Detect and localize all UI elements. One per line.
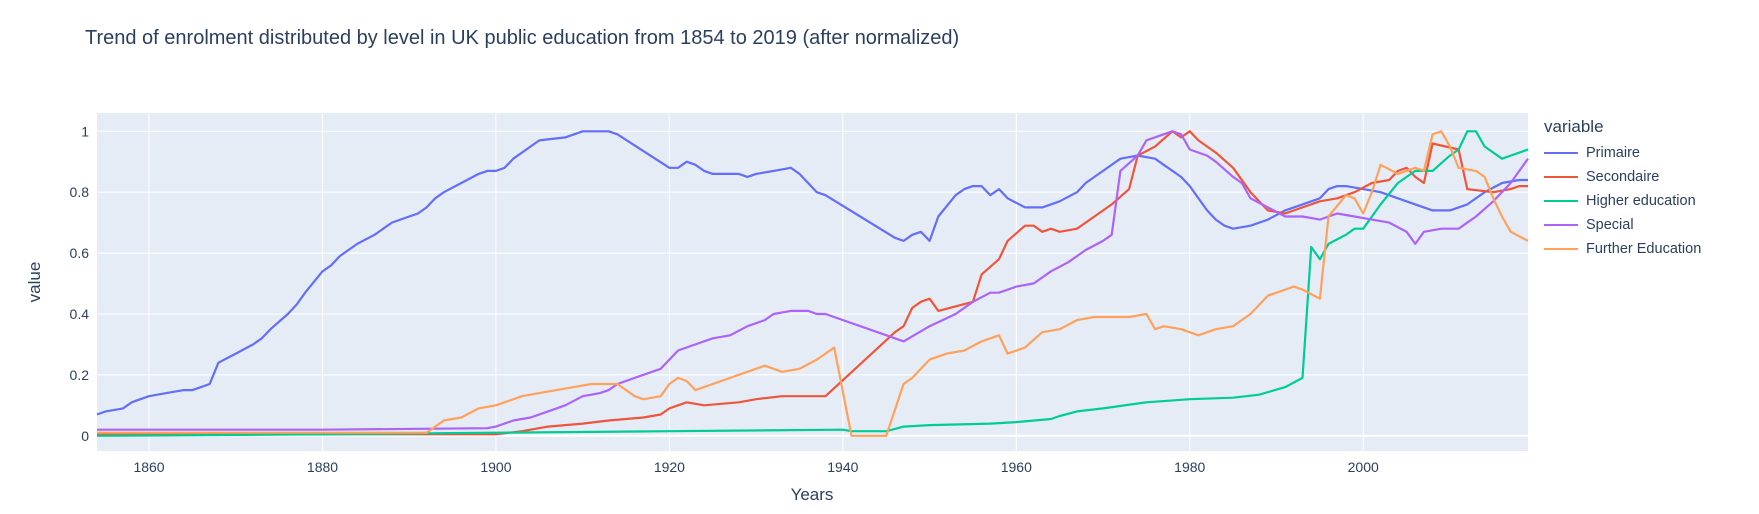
legend-swatch	[1544, 176, 1578, 178]
y-tick-label: 0.6	[70, 245, 90, 261]
series-line-secondaire	[97, 130, 1528, 436]
legend-item-secondaire[interactable]: Secondaire	[1544, 165, 1701, 189]
x-tick-label: 1920	[654, 459, 685, 475]
x-tick-label: 1960	[1001, 459, 1032, 475]
y-tick-label: 0	[81, 428, 89, 444]
x-tick-label: 1900	[480, 459, 511, 475]
series-lines	[96, 130, 1529, 437]
legend-item-special[interactable]: Special	[1544, 213, 1701, 237]
plot-area-background	[97, 113, 1528, 451]
y-gridlines	[97, 130, 1528, 437]
x-gridlines	[148, 113, 1364, 451]
series-line-further-education	[97, 130, 1529, 437]
y-tick-label: 0.2	[70, 367, 90, 383]
x-tick-label: 1860	[133, 459, 164, 475]
legend-swatch	[1544, 152, 1578, 154]
legend-item-primaire[interactable]: Primaire	[1544, 141, 1701, 165]
legend-item-higher-education[interactable]: Higher education	[1544, 189, 1701, 213]
chart-title: Trend of enrolment distributed by level …	[85, 27, 960, 49]
series-line-primaire	[96, 130, 1528, 416]
y-tick-label: 1	[81, 123, 89, 139]
x-tick-label: 1980	[1174, 459, 1205, 475]
legend-label: Special	[1586, 217, 1634, 233]
y-tick-label: 0.8	[70, 184, 90, 200]
legend-label: Higher education	[1586, 193, 1696, 209]
y-tick-label: 0.4	[70, 306, 90, 322]
x-axis-ticks: 1860 1880 1900 1920 1940 1960 1980 2000	[133, 459, 1379, 475]
x-tick-label: 2000	[1348, 459, 1379, 475]
legend-items: Primaire Secondaire Higher education Specia…	[1544, 141, 1701, 261]
legend-label: Secondaire	[1586, 169, 1660, 185]
legend-swatch	[1544, 248, 1578, 250]
legend-item-further-education[interactable]: Further Education	[1544, 237, 1701, 261]
x-axis-title: Years	[791, 485, 834, 504]
legend-title: variable	[1544, 117, 1604, 136]
series-line-higher-education	[96, 130, 1529, 437]
x-tick-label: 1940	[827, 459, 858, 475]
x-tick-label: 1880	[307, 459, 338, 475]
y-axis-title: value	[25, 262, 44, 303]
series-line-special	[97, 130, 1529, 431]
legend-swatch	[1544, 200, 1578, 202]
legend-label: Further Education	[1586, 241, 1702, 257]
legend-swatch	[1544, 224, 1578, 226]
legend: variable Primaire Secondaire Higher educat…	[1544, 117, 1701, 261]
y-axis-ticks: 0 0.2 0.4 0.6 0.8 1	[70, 123, 90, 444]
legend-label: Primaire	[1586, 145, 1640, 161]
